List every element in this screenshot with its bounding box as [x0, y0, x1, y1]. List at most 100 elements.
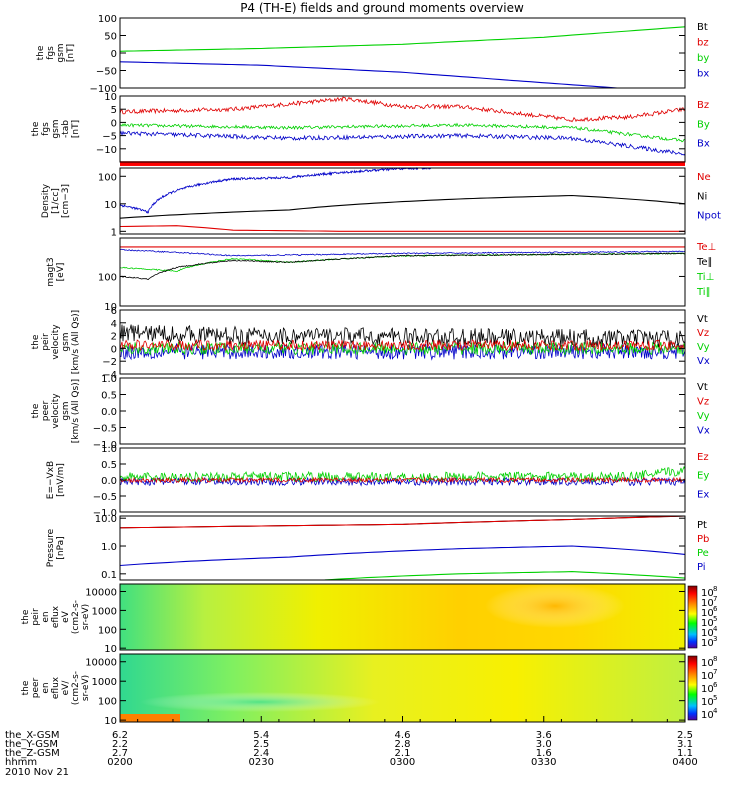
y-tick-label: −0.5: [93, 492, 117, 503]
y-axis-label: velocity: [51, 393, 61, 429]
footer-value: 2.5: [253, 739, 269, 750]
footer-value: 2.2: [112, 739, 128, 750]
series-Bz: [119, 96, 686, 123]
footer-value: 3.0: [536, 739, 552, 750]
y-axis-label: the: [31, 334, 41, 349]
panel-6: Vt Vz Vy Vx 1.0 0.5 0.0 −0.5 −1.0 the peer velocity…: [31, 374, 710, 451]
colorbar-label: 10: [701, 598, 714, 609]
series-Pt: [119, 515, 686, 529]
y-axis-label: gsm: [56, 43, 66, 62]
y-axis-label: peir: [31, 608, 41, 626]
colorbar-label: 10: [701, 684, 714, 695]
y-tick-label: 10: [104, 644, 117, 655]
panel-frame: [119, 377, 686, 445]
y-axis-label: (cm2-s-: [71, 671, 81, 705]
y-tick-label: −1.0: [93, 508, 117, 519]
legend-Vz: Vz: [697, 328, 709, 339]
legend-Ne: Ne: [697, 172, 711, 183]
footer-value: 2.8: [395, 739, 411, 750]
colorbar-exponent: 4: [713, 707, 718, 715]
y-axis-label: sr-eV): [81, 604, 91, 630]
series-Ez: [119, 476, 686, 484]
y-tick-label: −5: [102, 132, 117, 143]
legend-by: by: [697, 53, 709, 64]
panel-8: Pt Pb Pe Pi 10.0 1.0 0.1 Pressure [nPa]: [46, 514, 709, 581]
colorbar-label: 10: [701, 658, 714, 669]
y-tick-label: 10000: [85, 588, 117, 599]
colorbar-exponent: 3: [713, 635, 717, 643]
footer-value: 0400: [672, 757, 697, 768]
y-tick-label: 4: [111, 319, 117, 330]
legend-Npot: Npot: [697, 211, 721, 222]
series-Ni: [119, 194, 686, 219]
colorbar-exponent: 5: [713, 694, 717, 702]
legend-bz: bz: [697, 38, 709, 49]
y-axis-label: the: [21, 680, 31, 695]
panel-frame: [119, 17, 686, 89]
footer-value: 1.1: [677, 748, 693, 759]
y-axis-label: the: [36, 45, 46, 60]
y-tick-label: 1000: [92, 606, 117, 617]
y-tick-label: 0.1: [101, 570, 117, 581]
chart-title: P4 (TH-E) fields and ground moments over…: [240, 1, 524, 15]
footer-value: 3.1: [677, 739, 693, 750]
y-tick-label: 0: [111, 118, 117, 129]
panel-frame: [119, 237, 686, 307]
y-axis-label: gsm: [61, 401, 71, 420]
y-tick-label: 100: [98, 625, 117, 636]
legend-Ti∥: Ti∥: [696, 287, 711, 298]
y-tick-label: 1: [111, 227, 117, 238]
y-tick-label: 100: [98, 14, 117, 25]
footer-value: 0200: [107, 757, 132, 768]
panel-7: Ez Ey Ex 1.0 0.5 0.0 −0.5 −1.0 E=−VxB [mV/m]: [46, 444, 709, 519]
panel-frame: [119, 309, 686, 375]
y-axis-label: en: [41, 611, 51, 622]
y-axis-label: sr-eV): [81, 675, 91, 701]
colorbar-exponent: 4: [713, 625, 718, 633]
footer-value: 0330: [531, 757, 556, 768]
y-tick-label: −4: [102, 370, 117, 381]
legend-Ex: Ex: [697, 489, 709, 500]
legend-Vy: Vy: [697, 411, 710, 422]
y-axis-label: [km/s (All Qs)]: [71, 379, 81, 443]
panel-frame: [119, 95, 686, 163]
y-tick-label: 100: [98, 697, 117, 708]
legend-Vy: Vy: [697, 342, 710, 353]
colorbar-exponent: 8: [713, 655, 717, 663]
footer-row-label: the_Z-GSM: [5, 748, 60, 759]
y-axis-label: [nT]: [66, 44, 76, 62]
legend-bx: bx: [697, 69, 709, 80]
legend-Vt: Vt: [697, 314, 708, 325]
footer-value: 2.1: [395, 748, 411, 759]
y-tick-label: 10: [104, 200, 117, 211]
colorbar-label: 10: [701, 588, 714, 599]
series-Npot: [119, 167, 432, 214]
panel-frame: [119, 515, 686, 581]
y-tick-label: 0.5: [101, 391, 117, 402]
y-axis-label: gsm: [61, 332, 71, 351]
y-axis-label: [eV]: [56, 263, 66, 282]
footer-value: 5.4: [253, 730, 269, 741]
y-axis-label: magt3: [46, 257, 56, 286]
y-axis-label: eV: [61, 610, 71, 623]
y-axis-label: [nT]: [71, 120, 81, 138]
heatmap-fill: [120, 654, 685, 722]
legend-By: By: [697, 119, 710, 130]
legend-Ez: Ez: [697, 452, 709, 463]
y-tick-label: −100: [90, 84, 117, 95]
y-axis-label: [km/s (All Qs)]: [71, 310, 81, 374]
colorbar-label: 10: [701, 608, 714, 619]
panel-frame: [119, 447, 686, 513]
panel-2: Bz By Bx 10 5 0 −5 −10 the fgs gsm -tab [nT]: [31, 92, 710, 166]
series-by: [119, 26, 686, 52]
y-tick-label: 1000: [92, 677, 117, 688]
y-axis-label: eflux: [51, 676, 61, 699]
footer-value: 0300: [390, 757, 415, 768]
y-axis-label: Density: [41, 183, 51, 218]
colorbar-exponent: 7: [713, 668, 717, 676]
y-tick-label: 0.5: [101, 460, 117, 471]
y-axis-label: the: [21, 609, 31, 624]
